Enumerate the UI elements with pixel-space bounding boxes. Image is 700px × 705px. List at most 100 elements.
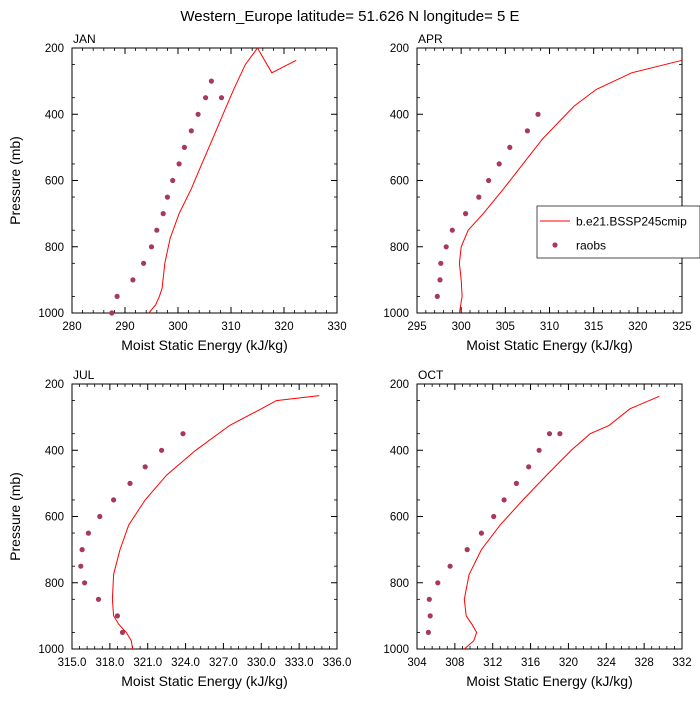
raobs-point <box>154 227 160 233</box>
y-tick-label: 1000 <box>38 308 64 320</box>
y-tick-label: 200 <box>45 379 64 391</box>
raobs-point <box>109 310 115 316</box>
raobs-point <box>142 464 148 470</box>
raobs-point <box>434 293 440 299</box>
y-axis-label: Pressure (mb) <box>7 136 23 225</box>
y-axis-label: Pressure (mb) <box>7 472 23 561</box>
x-tick-label: 332 <box>672 657 691 669</box>
panels: JAN 280 290 300 310 320 330 200 400 600 800 1000 Moi… <box>7 32 692 689</box>
y-tick-label: 600 <box>45 176 64 188</box>
x-tick-label: 325 <box>672 321 691 333</box>
raobs-point <box>449 227 455 233</box>
legend: b.e21.BSSP245cmip raobs <box>536 205 700 259</box>
x-tick-label: 305 <box>496 321 515 333</box>
x-tick-label: 336.0 <box>323 657 352 669</box>
raobs-point <box>513 480 520 486</box>
raobs-point <box>195 111 201 117</box>
y-tick-label: 800 <box>390 242 409 254</box>
x-tick-label: 315.0 <box>58 657 87 669</box>
raobs-point <box>491 513 497 520</box>
raobs-point <box>218 95 225 101</box>
raobs-point <box>464 547 470 553</box>
panel-label: APR <box>418 32 443 46</box>
y-tick-label: 200 <box>45 43 64 55</box>
model-series-line <box>148 47 297 314</box>
raobs-point <box>159 447 165 453</box>
x-tick-label: 318.0 <box>95 657 124 669</box>
raobs-point <box>114 613 120 619</box>
raobs-point <box>130 277 136 283</box>
y-tick-label: 800 <box>390 578 409 590</box>
raobs-point <box>546 431 553 437</box>
raobs-point <box>438 260 444 266</box>
raobs-point <box>447 563 453 569</box>
x-axis-label: Moist Static Energy (kJ/kg) <box>466 337 633 353</box>
model-series-line <box>463 395 660 650</box>
plot-frame <box>416 383 683 650</box>
raobs-point <box>486 177 492 184</box>
x-tick-label: 316 <box>521 657 540 669</box>
raobs-point <box>526 464 532 470</box>
x-tick-label: 333.0 <box>285 657 314 669</box>
raobs-point <box>176 161 182 167</box>
x-tick-label: 310 <box>540 321 559 333</box>
raobs-point <box>208 78 214 84</box>
x-tick-label: 330.0 <box>247 657 276 669</box>
x-tick-label: 300 <box>452 321 471 333</box>
raobs-point <box>203 95 209 101</box>
raobs-point <box>501 497 507 503</box>
raobs-point <box>97 513 103 520</box>
y-tick-label: 400 <box>45 109 64 121</box>
y-tick-label: 200 <box>390 379 409 391</box>
y-tick-label: 200 <box>390 43 409 55</box>
y-tick-label: 600 <box>45 512 64 524</box>
y-tick-label: 1000 <box>383 644 409 656</box>
panel-apr: APR 295 300 305 310 315 320 325 200 400 600 800 1000… <box>383 32 691 353</box>
model-series-line <box>458 59 683 314</box>
y-tick-label: 1000 <box>38 644 64 656</box>
legend-entry-raobs: raobs <box>576 239 606 253</box>
raobs-point <box>82 580 88 586</box>
y-tick-label: 600 <box>390 176 409 188</box>
x-tick-label: 312 <box>483 657 502 669</box>
raobs-point <box>170 177 176 184</box>
y-tick-label: 600 <box>390 512 409 524</box>
x-tick-label: 310 <box>221 321 240 333</box>
raobs-point <box>476 194 482 200</box>
raobs-point <box>426 596 432 602</box>
plot-frame <box>71 383 338 650</box>
raobs-point <box>85 530 91 536</box>
raobs-point <box>180 431 186 437</box>
x-tick-label: 300 <box>168 321 187 333</box>
x-tick-label: 330 <box>327 321 346 333</box>
x-tick-label: 324 <box>597 657 617 669</box>
panel-label: JAN <box>73 32 96 46</box>
raobs-point <box>463 211 469 217</box>
raobs-point <box>524 128 531 134</box>
y-tick-label: 800 <box>45 242 64 254</box>
raobs-point <box>478 530 484 536</box>
x-tick-label: 324.0 <box>171 657 200 669</box>
x-tick-label: 280 <box>62 321 81 333</box>
raobs-point <box>79 547 85 553</box>
raobs-point <box>496 161 502 167</box>
raobs-point <box>535 111 541 117</box>
x-tick-label: 320 <box>274 321 293 333</box>
panel-label: JUL <box>73 368 95 382</box>
raobs-point <box>114 293 120 299</box>
raobs-point <box>536 447 542 453</box>
x-tick-label: 321.0 <box>133 657 162 669</box>
panel-label: OCT <box>418 368 444 382</box>
raobs-point <box>181 144 187 150</box>
y-tick-label: 400 <box>390 109 409 121</box>
x-tick-label: 320 <box>559 657 578 669</box>
panel-jan: JAN 280 290 300 310 320 330 200 400 600 800 1000 Moi… <box>7 32 347 353</box>
raobs-point <box>435 580 441 586</box>
raobs-point <box>148 244 155 250</box>
raobs-point <box>78 563 84 569</box>
raobs-point <box>164 194 170 200</box>
raobs-point <box>427 613 433 619</box>
legend-marker-swatch <box>552 242 558 248</box>
raobs-point <box>425 629 431 636</box>
